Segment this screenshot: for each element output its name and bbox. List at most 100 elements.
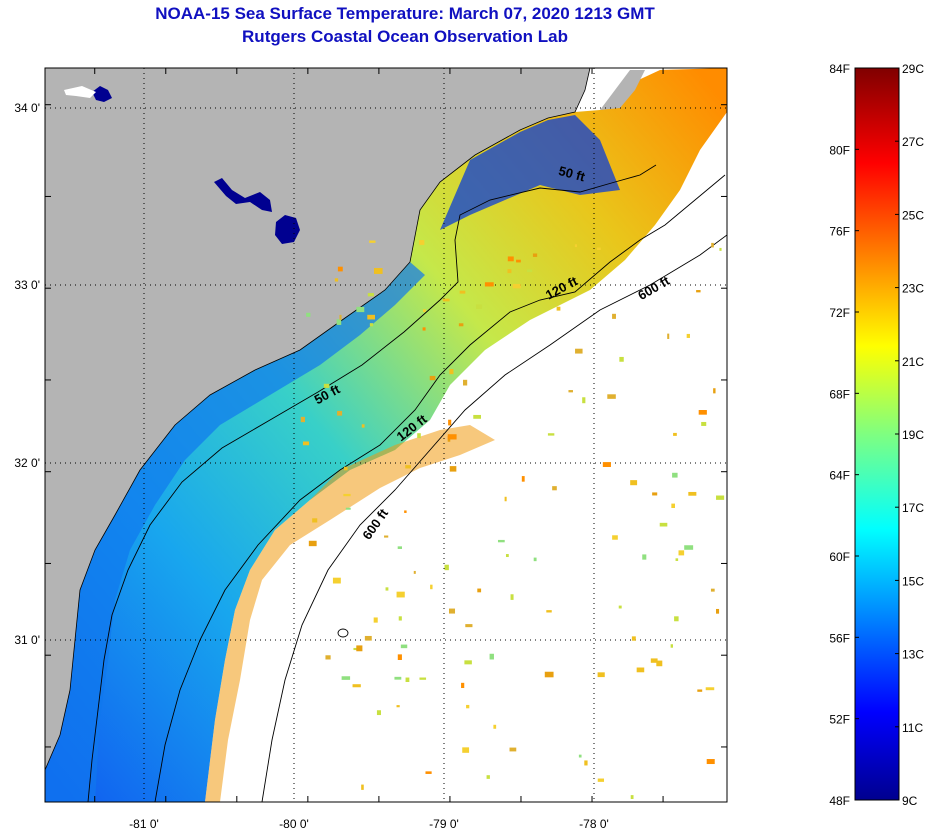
sst-speck [484,282,494,287]
sst-speck [384,535,389,538]
sst-speck [619,356,624,362]
colorbar-f-label: 76F [829,225,850,239]
lat-label: 32 0' [14,456,40,470]
sst-speck [612,535,618,540]
sst-speck [473,414,481,419]
sst-speck [385,587,389,591]
sst-speck [364,635,372,641]
sst-speck [477,588,482,593]
colorbar-f-label: 80F [829,143,850,157]
sst-speck [396,591,405,598]
sst-speck [339,314,342,320]
sst-speck [686,333,690,338]
sst-speck [356,645,363,652]
colorbar-ticks [855,67,899,801]
graticule [45,68,727,802]
sst-speck [505,554,509,558]
sst-speck [504,496,507,502]
sst-speck [352,684,361,688]
sst-speck [574,244,577,248]
sst-speck [602,462,611,467]
contour-50ft [87,164,657,802]
colorbar-c-label: 17C [902,501,924,515]
sst-speck [344,466,348,471]
lat-label: 33 0' [14,278,40,292]
sst-speck [430,584,433,590]
sst-speck [476,304,483,309]
sst-speck [546,610,552,613]
sst-speck [413,570,416,574]
sst-speck [466,704,470,709]
sst-speck [374,268,383,274]
sst-speck [671,503,675,509]
sst-speck [509,747,517,752]
sst-speck [516,259,521,263]
colorbar-c-label: 27C [902,135,924,149]
sst-speck [429,375,436,381]
sst-speck [369,323,374,327]
colorbar-c-label: 29C [902,62,924,76]
sst-speck [404,510,407,513]
sst-speck [706,759,715,765]
sst-speck [459,290,466,294]
sst-speck [716,608,720,614]
colorbar-c-label: 25C [902,208,924,222]
barrier-island [600,70,645,110]
sst-speck [631,636,636,641]
sst-speck [376,710,381,716]
sst-speck [670,644,673,648]
sst-speck [463,379,468,386]
map-frame [44,67,728,803]
sst-speck [361,784,364,790]
axis-ticks [45,68,727,802]
sst-speck [493,724,497,729]
sst-speck [367,314,375,320]
sst-speck [507,269,512,274]
sst-speck [447,434,457,440]
cold-plume [440,115,620,230]
sst-speck [461,682,465,689]
sst-speck [575,348,583,354]
sst-speck [336,319,342,325]
sst-speck [444,564,449,571]
sst-speck [419,677,427,680]
sst-speck [584,760,588,766]
colorbar-c-label: 21C [902,355,924,369]
sst-speck [308,540,317,547]
sst-speck [465,624,473,628]
colorbar-f-label: 52F [829,713,850,727]
lake-marion [214,178,272,212]
sst-speck [532,253,538,257]
sst-speck [713,388,716,394]
lon-label: -79 0' [429,817,459,831]
colorbar-f-label: 48F [829,794,850,808]
map-title: NOAA-15 Sea Surface Temperature: March 0… [155,4,655,23]
sst-speck [547,433,555,436]
sst-speck [521,476,525,482]
contour-label: 50 ft [557,163,587,185]
inland-water-north [92,86,112,102]
sst-speck [302,441,310,446]
sst-speck [373,617,378,623]
sst-speck [425,771,432,774]
colorbar-c-label: 23C [902,282,924,296]
sst-speck [636,667,645,673]
lake-moultrie [275,215,300,244]
coastline [45,68,591,771]
sst-speck [423,309,426,312]
sst-speck [449,368,454,375]
sst-speck [526,269,533,273]
sst-speck [507,256,514,262]
sst-speck [312,518,318,523]
colorbar-c-label: 15C [902,574,924,588]
colorbar-f-label: 84F [829,62,850,76]
sst-speck [394,676,402,680]
sst-speck [419,240,425,245]
sst-speck [630,480,638,486]
sst-speck [343,493,351,497]
sst-speck [544,671,554,678]
warm-edge [205,425,495,802]
sst-speck [422,327,426,331]
map-subtitle: Rutgers Coastal Ocean Observation Lab [242,27,568,46]
